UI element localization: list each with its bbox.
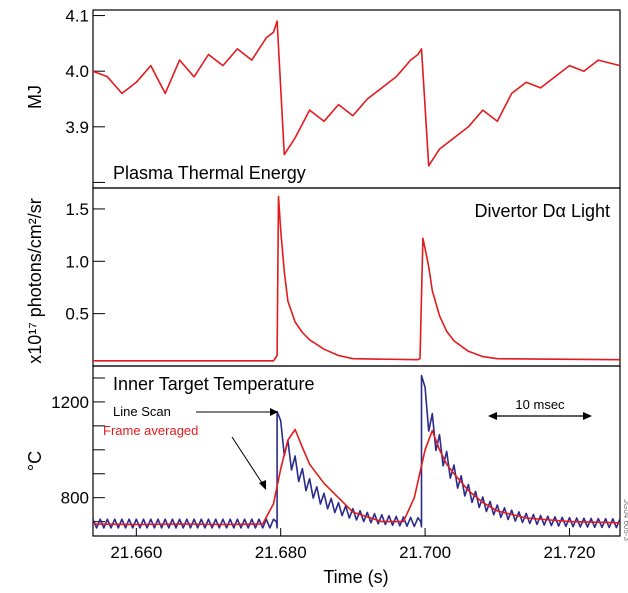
y-tick-label-top: 4.0 <box>65 62 89 81</box>
panel-top-frame <box>92 9 621 189</box>
y-tick-label-bottom: 1200 <box>51 393 89 412</box>
legend-frame-arrow <box>231 436 265 487</box>
y-tick-label-top: 4.1 <box>65 7 89 26</box>
panel-top-title: Plasma Thermal Energy <box>113 163 306 183</box>
series-line-bottom-1 <box>92 428 621 526</box>
figure-id: JG04 605-3 <box>622 499 628 541</box>
series-line-middle-0 <box>93 195 621 362</box>
x-axis-label: Time (s) <box>323 567 388 587</box>
x-tick-label: 21.680 <box>255 543 307 562</box>
series-line-bottom-0 <box>92 374 621 529</box>
y-axis-label-middle: x10¹⁷ photons/cm²/sr <box>25 198 45 364</box>
y-axis-label-bottom: °C <box>25 451 45 471</box>
legend-frame-arrowhead <box>259 480 266 490</box>
series-line-top-0 <box>92 20 621 167</box>
y-tick-label-top: 3.9 <box>65 118 89 137</box>
panel-bottom-frame <box>92 365 621 537</box>
scale-bar-label: 10 msec <box>515 397 565 412</box>
series-lines <box>92 20 621 529</box>
legend-frame-averaged: Frame averaged <box>103 423 198 438</box>
panel-middle-title: Divertor Dα Light <box>475 201 610 221</box>
y-tick-label-bottom: 800 <box>61 489 89 508</box>
scale-bar-arrow-left <box>488 412 497 420</box>
legend-line-scan: Line Scan <box>113 404 171 419</box>
x-tick-label: 21.660 <box>110 543 162 562</box>
x-tick-label: 21.720 <box>543 543 595 562</box>
scale-bar-arrow-right <box>583 412 592 420</box>
panel-bottom-title: Inner Target Temperature <box>113 374 314 394</box>
legend-line-scan-arrowhead <box>270 408 278 416</box>
y-axis-label-top: MJ <box>25 85 45 109</box>
y-tick-label-middle: 1.0 <box>65 252 89 271</box>
y-tick-label-middle: 0.5 <box>65 305 89 324</box>
axis-ticks: 3.9 4.0 4.1 0.5 1.0 1.5 800 1200 21.660 21.680 21.… <box>51 7 595 562</box>
x-tick-label: 21.700 <box>399 543 451 562</box>
y-tick-label-middle: 1.5 <box>65 200 89 219</box>
